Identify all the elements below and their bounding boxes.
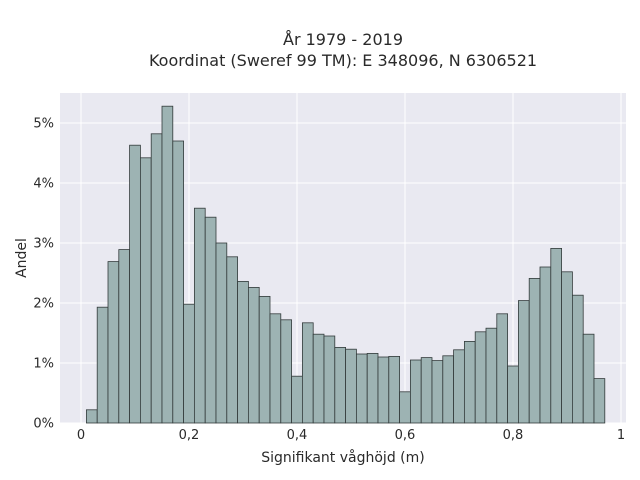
histogram-bar-30 — [409, 359, 422, 424]
histogram-bar-10 — [193, 207, 206, 424]
histogram-bar-40 — [518, 300, 530, 424]
histogram-bar-43 — [550, 247, 562, 424]
histogram-bar-36 — [474, 331, 487, 424]
histogram-bar-9 — [183, 303, 195, 424]
histogram-bar-20 — [301, 322, 314, 424]
histogram-bar-42 — [539, 266, 552, 424]
y-tick-label-4: 4% — [33, 177, 54, 192]
histogram-bar-7 — [161, 105, 174, 424]
histogram-bar-46 — [582, 333, 595, 424]
y-tick-label-5: 5% — [33, 117, 54, 132]
histogram-bar-0 — [86, 409, 98, 424]
histogram-bar-47 — [593, 378, 606, 424]
histogram-bar-15 — [247, 286, 260, 424]
histogram-bar-13 — [226, 256, 239, 424]
x-tick-label-0: 0 — [77, 428, 85, 443]
x-tick-label-3: 0,6 — [395, 428, 416, 443]
chart-title: År 1979 - 2019 — [283, 30, 403, 49]
histogram-bar-22 — [323, 335, 336, 424]
histogram-bar-26 — [366, 352, 379, 424]
histogram-bar-41 — [528, 277, 541, 424]
histogram-bars — [86, 105, 606, 424]
chart-subtitle: Koordinat (Sweref 99 TM): E 348096, N 63… — [149, 51, 537, 70]
histogram-bar-2 — [107, 261, 120, 424]
histogram-bar-19 — [291, 375, 303, 424]
histogram-bar-21 — [312, 333, 325, 424]
histogram-bar-6 — [150, 133, 163, 424]
x-tick-label-2: 0,4 — [287, 428, 308, 443]
histogram-bar-25 — [355, 353, 368, 424]
histogram-bar-4 — [129, 144, 141, 424]
histogram-bar-38 — [496, 313, 508, 424]
histogram-bar-37 — [485, 327, 498, 424]
x-axis-label: Signifikant våghöjd (m) — [261, 449, 424, 466]
y-tick-label-0: 0% — [33, 417, 54, 432]
histogram-bar-34 — [453, 349, 465, 424]
histogram-bar-17 — [269, 313, 282, 424]
x-axis-ticks: 0 0,2 0,4 0,6 0,8 1 — [77, 428, 625, 443]
histogram-bar-23 — [334, 346, 346, 424]
y-tick-label-1: 1% — [33, 357, 54, 372]
x-tick-label-4: 0,8 — [503, 428, 524, 443]
histogram-bar-28 — [388, 355, 400, 424]
y-tick-label-3: 3% — [33, 237, 54, 252]
histogram-bar-12 — [215, 242, 228, 424]
histogram-bar-5 — [139, 157, 152, 424]
histogram-bar-39 — [507, 365, 519, 424]
histogram-bar-18 — [280, 319, 292, 424]
histogram-bar-24 — [345, 348, 357, 424]
y-axis-ticks: 0% 1% 2% 3% 4% 5% — [33, 117, 54, 432]
histogram-bar-32 — [431, 360, 444, 424]
histogram-bar-16 — [258, 295, 271, 424]
histogram-bar-11 — [204, 216, 217, 424]
histogram-bar-35 — [463, 340, 476, 424]
x-tick-label-5: 1 — [617, 428, 625, 443]
histogram-bar-45 — [572, 294, 584, 424]
histogram-bar-29 — [399, 391, 411, 424]
histogram-bar-33 — [442, 355, 454, 424]
histogram-bar-14 — [237, 280, 249, 424]
histogram-bar-27 — [377, 356, 390, 424]
histogram-bar-44 — [561, 271, 573, 424]
histogram-bar-8 — [172, 140, 185, 424]
y-tick-label-2: 2% — [33, 297, 54, 312]
x-tick-label-1: 0,2 — [179, 428, 200, 443]
y-axis-label: Andel — [14, 238, 30, 278]
histogram-bar-1 — [96, 306, 109, 424]
histogram-bar-31 — [420, 357, 433, 424]
histogram-bar-3 — [118, 249, 131, 424]
